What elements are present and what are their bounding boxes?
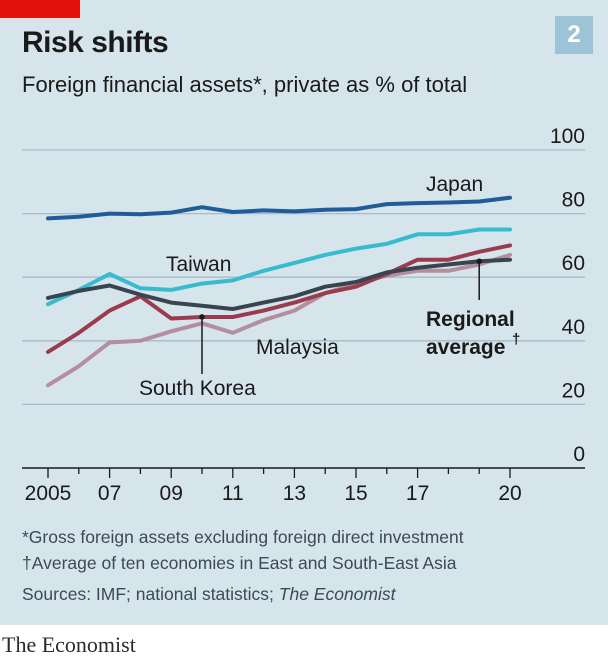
series-line-1 <box>46 227 512 307</box>
series-line-0 <box>46 195 512 221</box>
x-tick-label: 07 <box>98 482 121 505</box>
label-regional-line2: average <box>426 336 505 359</box>
label-regional-dagger: † <box>512 331 520 348</box>
sources-prefix: Sources: IMF; national statistics; <box>22 584 279 604</box>
x-tick-label: 17 <box>406 482 429 505</box>
x-tick-label: 09 <box>160 482 183 505</box>
footnote-asterisk: *Gross foreign assets excluding foreign … <box>22 527 464 547</box>
sources: Sources: IMF; national statistics; The E… <box>22 584 395 605</box>
x-tick-label: 13 <box>283 482 306 505</box>
y-tick-label: 60 <box>562 252 585 275</box>
y-tick-label: 80 <box>562 189 585 212</box>
label-regional-line1: Regional <box>426 308 515 331</box>
label-japan: Japan <box>426 173 483 196</box>
x-tick-label: 15 <box>344 482 367 505</box>
series-labels: Japan Taiwan Malaysia South Korea Region… <box>139 173 520 400</box>
y-tick-label: 40 <box>562 316 585 339</box>
series-line-2 <box>46 252 512 388</box>
chart-number-badge: 2 <box>555 16 593 54</box>
y-tick-label: 0 <box>573 443 585 466</box>
chart-panel <box>0 0 608 625</box>
series-line-4 <box>46 257 512 311</box>
x-tick-label: 20 <box>498 482 521 505</box>
chart-subtitle: Foreign financial assets*, private as % … <box>22 72 468 97</box>
y-tick-label: 100 <box>550 125 585 148</box>
footnote-dagger: †Average of ten economies in East and So… <box>22 553 457 573</box>
series-line-3 <box>46 243 512 354</box>
y-axis-ticks: 0 20 40 60 80 100 <box>550 125 585 466</box>
south-korea-leader-dot <box>199 314 205 320</box>
chart-title: Risk shifts <box>22 26 169 59</box>
sources-publication: The Economist <box>278 584 396 604</box>
series-lines <box>46 195 512 388</box>
x-tick-label: 11 <box>222 482 244 505</box>
label-taiwan: Taiwan <box>166 253 231 276</box>
line-chart: 0 20 40 60 80 100 2005 07 09 11 13 15 17 20 Japan Ta… <box>22 125 585 505</box>
regional-average-leader-dot <box>476 258 483 265</box>
brand-wordmark: The Economist <box>2 632 136 657</box>
annotation-leaders <box>199 258 483 374</box>
x-axis: 2005 07 09 11 13 15 17 20 <box>25 468 522 505</box>
x-tick-label: 2005 <box>25 482 72 505</box>
label-malaysia: Malaysia <box>256 336 339 359</box>
y-tick-label: 20 <box>562 379 585 402</box>
brand-red-tag <box>0 0 80 18</box>
label-south-korea: South Korea <box>139 377 256 400</box>
